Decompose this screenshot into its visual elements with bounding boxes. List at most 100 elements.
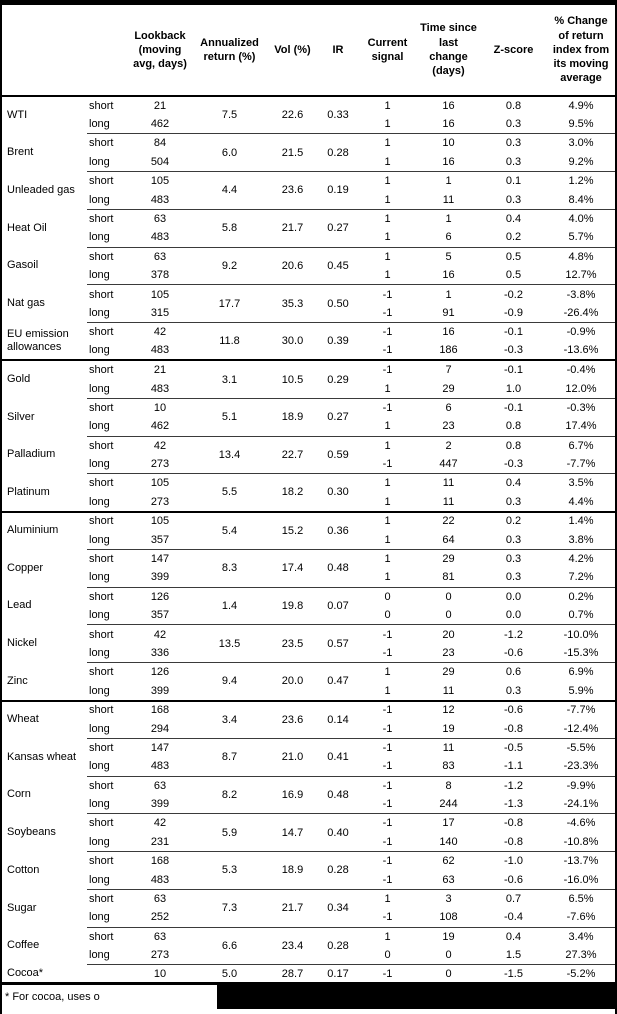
leg-label: short (87, 435, 128, 455)
leg-label: long (89, 722, 110, 735)
time-since-value: 81 (442, 571, 455, 584)
time-since-value: 2 (417, 435, 480, 455)
commodity-group: Zinc short 126 9.4 20.0 0.47 1 29 0.6 6.9% long 399… (2, 662, 615, 701)
leg-label: long (89, 193, 110, 206)
leg-label: long (89, 306, 110, 319)
signal-value: 1 (358, 548, 417, 569)
z-score-value: 0.3 (505, 684, 522, 697)
vol-value: 23.6 (267, 699, 318, 739)
pct-change-value: -12.4% (563, 722, 599, 735)
leg-label: short (87, 926, 128, 947)
commodity-group: Lead short 126 1.4 19.8 0.07 0 0 0.0 0.2% long 357 0… (2, 586, 615, 625)
leg-label: short (87, 813, 128, 833)
signal-value: -1 (382, 722, 393, 735)
ir-value: 0.59 (318, 435, 358, 474)
commodity-label: Unleaded gas (7, 183, 75, 196)
leg-label: short (87, 624, 128, 644)
time-since-value: 29 (442, 382, 455, 395)
commodity-group: Gold short 21 3.1 10.5 0.29 -1 7 -0.1 -0.4% long 48… (2, 359, 615, 399)
z-score-value: -1.1 (504, 760, 523, 773)
commodity-group: Wheat short 168 3.4 23.6 0.14 -1 12 -0.6 -7.7% lon… (2, 699, 615, 739)
signal-value: -1 (358, 813, 417, 833)
pct-change-value: -10.8% (563, 835, 599, 848)
leg-label: short (87, 737, 128, 758)
pct-change-value: 7.2% (568, 571, 594, 584)
col-header-commodity-blank (2, 5, 87, 97)
ir-value: 0.48 (318, 548, 358, 588)
pct-change-value: -9.9% (547, 775, 615, 795)
time-since-value: 16 (442, 99, 455, 112)
signal-value: 1 (384, 571, 391, 584)
time-since-value: 16 (417, 322, 480, 342)
commodity-group: Nat gas short 105 17.7 35.3 0.50 -1 1 -0.2 -3.8% l… (2, 284, 615, 323)
table-row-short: Platinum short 105 5.5 18.2 0.30 1 11 0.4 3.5% (2, 473, 615, 512)
table-row-short: Heat Oil short 63 5.8 21.7 0.27 1 1 0.4 4.0% (2, 208, 615, 248)
table-row-long: long 483 -1 83 -1.1 -23.3% (2, 757, 615, 776)
lookback-value: 105 (128, 171, 192, 191)
z-score-value: 0.3 (480, 133, 547, 153)
col-header-vol: Vol (%) (267, 5, 318, 97)
lookback-value: 168 (128, 851, 192, 871)
z-score-value: 0.4 (480, 926, 547, 947)
signal-value: 1 (384, 495, 391, 508)
z-score-value: 0.4 (480, 208, 547, 229)
signal-value: -1 (382, 306, 393, 319)
commodity-group: Corn short 63 8.2 16.9 0.48 -1 8 -1.2 -9.9% long 39… (2, 775, 615, 814)
pct-change-value: 4.9% (568, 99, 594, 112)
annualized-return-value: 3.4 (192, 699, 267, 739)
signal-value: 1 (384, 420, 391, 433)
annualized-return-value: 8.7 (192, 737, 267, 777)
time-since-value: 6 (417, 397, 480, 418)
z-score-value: -0.8 (504, 722, 523, 735)
lookback-value: 483 (150, 344, 170, 357)
pct-change-value: -15.3% (563, 646, 599, 659)
table-row-long: long 483 1 11 0.3 8.4% (2, 190, 615, 209)
lookback-value: 21 (153, 99, 167, 112)
time-since-value: 1 (417, 284, 480, 304)
signal-value: 1 (384, 193, 391, 206)
leg-label: long (89, 231, 110, 244)
col-header-ir: IR (318, 5, 358, 97)
col-header-z-score: Z-score (480, 5, 547, 97)
pct-change-value: 8.4% (568, 193, 594, 206)
commodity-label: Palladium (7, 448, 56, 461)
leg-label: short (87, 510, 128, 531)
pct-change-value: 5.7% (568, 231, 594, 244)
time-since-value: 1 (417, 208, 480, 229)
pct-change-value: 4.2% (547, 548, 615, 569)
time-since-value: 11 (442, 193, 455, 206)
lookback-value: 504 (150, 155, 170, 168)
ir-value: 0.07 (318, 586, 358, 625)
signal-value: 1 (384, 382, 391, 395)
ir-value: 0.29 (318, 359, 358, 399)
leg-label: long (89, 949, 110, 962)
time-since-value: 64 (442, 533, 455, 546)
table-row-short: Kansas wheat short 147 8.7 21.0 0.41 -1 11 -0.5-… (2, 737, 615, 777)
vol-value: 23.6 (267, 171, 318, 210)
lookback-value: 168 (128, 699, 192, 720)
annualized-return-value: 13.5 (192, 624, 267, 663)
commodity-group: Gasoil short 63 9.2 20.6 0.45 1 5 0.5 4.8% long 378… (2, 246, 615, 285)
table-row-long: long 462 1 16 0.3 9.5% (2, 115, 615, 134)
pct-change-value: 3.5% (547, 473, 615, 493)
commodity-group: Cocoa* 10 5.0 28.7 0.17 -1 0 -1.5 -5.2% (2, 964, 615, 984)
z-score-value: -0.3 (504, 344, 523, 357)
time-since-value: 3 (417, 888, 480, 909)
pct-change-value: -24.1% (563, 798, 599, 811)
signal-value: 0 (384, 609, 391, 622)
lookback-value: 378 (150, 269, 170, 282)
annualized-return-value: 3.1 (192, 359, 267, 399)
table-row-long: long 273 -1 447 -0.3 -7.7% (2, 455, 615, 474)
annualized-return-value: 5.9 (192, 813, 267, 852)
signal-value: 1 (384, 684, 391, 697)
vol-value: 20.6 (267, 246, 318, 285)
leg-label: short (87, 586, 128, 607)
z-score-value: -0.5 (480, 737, 547, 758)
leg-label: long (89, 798, 110, 811)
commodity-label: WTI (7, 108, 28, 121)
col-header-annualized-return: Annualized return (%) (192, 5, 267, 97)
annualized-return-value: 5.8 (192, 208, 267, 248)
pct-change-value: -0.4% (547, 359, 615, 380)
table-row-short: Nickel short 42 13.5 23.5 0.57 -1 20 -1.2 -10.0% (2, 624, 615, 663)
